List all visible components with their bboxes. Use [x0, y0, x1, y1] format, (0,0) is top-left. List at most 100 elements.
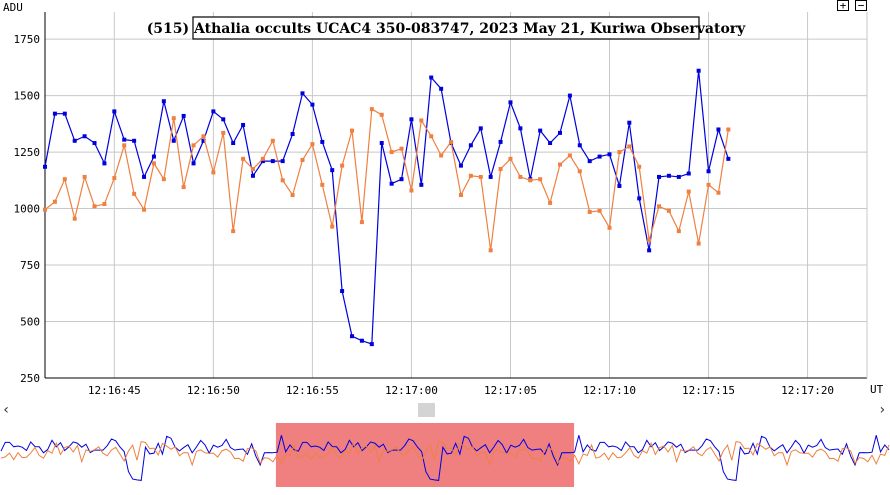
- data-point: [122, 137, 127, 142]
- data-point: [419, 118, 424, 123]
- data-point: [528, 178, 533, 183]
- x-tick-label: 12:17:00: [385, 384, 438, 397]
- data-point: [260, 159, 265, 164]
- grid: [45, 12, 867, 378]
- data-point: [221, 117, 226, 122]
- data-point: [389, 150, 394, 155]
- data-point: [696, 68, 701, 73]
- data-point: [696, 241, 701, 246]
- scroll-thumb[interactable]: [418, 403, 435, 417]
- data-point: [399, 177, 404, 182]
- scrollbar[interactable]: ‹ ›: [2, 402, 886, 418]
- y-axis-label: ADU: [3, 1, 23, 14]
- data-point: [310, 102, 315, 107]
- data-point: [112, 176, 117, 181]
- data-point: [666, 173, 671, 178]
- data-point: [538, 177, 543, 182]
- data-point: [657, 204, 662, 209]
- data-point: [666, 208, 671, 213]
- scroll-left-arrow[interactable]: ‹: [2, 402, 10, 418]
- data-point: [577, 169, 582, 174]
- data-point: [468, 143, 473, 148]
- y-tick-label: 1250: [14, 146, 41, 159]
- data-point: [548, 141, 553, 146]
- data-point: [577, 143, 582, 148]
- data-point: [478, 126, 483, 131]
- data-point: [458, 193, 463, 197]
- x-axis-label: UT: [870, 383, 884, 396]
- data-point: [647, 248, 652, 253]
- data-point: [82, 134, 87, 139]
- x-tick-label: 12:17:20: [781, 384, 834, 397]
- navigator-overview[interactable]: [0, 421, 890, 491]
- data-point: [290, 193, 295, 197]
- data-point: [300, 157, 305, 162]
- data-point: [231, 229, 236, 234]
- data-point: [191, 143, 196, 148]
- data-point: [52, 199, 57, 204]
- series-line-0: [44, 70, 729, 345]
- data-point: [320, 182, 325, 187]
- data-point: [409, 117, 414, 122]
- data-point: [43, 207, 47, 212]
- data-point: [637, 196, 642, 201]
- data-point: [211, 109, 216, 114]
- data-point: [92, 204, 97, 209]
- data-point: [270, 138, 275, 143]
- data-point: [439, 86, 444, 91]
- data-point: [211, 170, 216, 175]
- data-point: [597, 154, 602, 159]
- data-point: [231, 141, 236, 146]
- data-point: [82, 174, 87, 179]
- y-tick-label: 1500: [14, 90, 41, 103]
- data-point: [567, 153, 572, 158]
- data-point: [726, 156, 731, 161]
- data-point: [72, 216, 77, 221]
- data-point: [72, 138, 77, 143]
- data-point: [350, 128, 355, 133]
- data-point: [726, 127, 731, 132]
- data-point: [300, 91, 305, 96]
- zoom-in-button[interactable]: +: [837, 0, 849, 11]
- data-point: [538, 128, 543, 133]
- chart-title: (515) Athalia occults UCAC4 350-083747, …: [147, 21, 746, 37]
- data-point: [171, 138, 176, 143]
- data-point: [458, 163, 463, 168]
- data-point: [142, 207, 147, 212]
- x-tick-label: 12:16:50: [187, 384, 240, 397]
- data-point: [151, 154, 156, 159]
- data-point: [92, 141, 97, 146]
- data-point: [647, 238, 652, 243]
- data-point: [340, 289, 345, 294]
- x-tick-label: 12:17:10: [583, 384, 636, 397]
- data-point: [260, 156, 265, 161]
- data-point: [181, 113, 186, 118]
- data-point: [676, 174, 681, 179]
- data-point: [320, 139, 325, 144]
- data-point: [369, 342, 374, 347]
- axes: 250 500 750 1000 1250 1500 1750 12:16:45 12:16:5…: [14, 12, 868, 397]
- data-point: [706, 182, 711, 187]
- data-point: [221, 130, 226, 135]
- data-point: [409, 188, 414, 193]
- y-tick-label: 500: [20, 316, 40, 329]
- y-tick-label: 750: [20, 259, 40, 272]
- data-point: [508, 156, 513, 161]
- y-tick-label: 1000: [14, 203, 41, 216]
- data-point: [617, 150, 622, 155]
- data-point: [449, 139, 454, 144]
- data-point: [151, 161, 156, 166]
- data-point: [468, 173, 473, 178]
- scroll-right-arrow[interactable]: ›: [878, 402, 886, 418]
- data-point: [359, 338, 364, 343]
- data-point: [627, 144, 632, 149]
- data-point: [201, 134, 206, 139]
- zoom-out-button[interactable]: −: [855, 0, 867, 11]
- data-point: [379, 112, 384, 117]
- data-point: [488, 248, 493, 253]
- data-point: [122, 143, 127, 148]
- data-point: [310, 142, 315, 147]
- chart-title-box: (515) Athalia occults UCAC4 350-083747, …: [147, 16, 746, 40]
- navigator-lines: [0, 435, 890, 481]
